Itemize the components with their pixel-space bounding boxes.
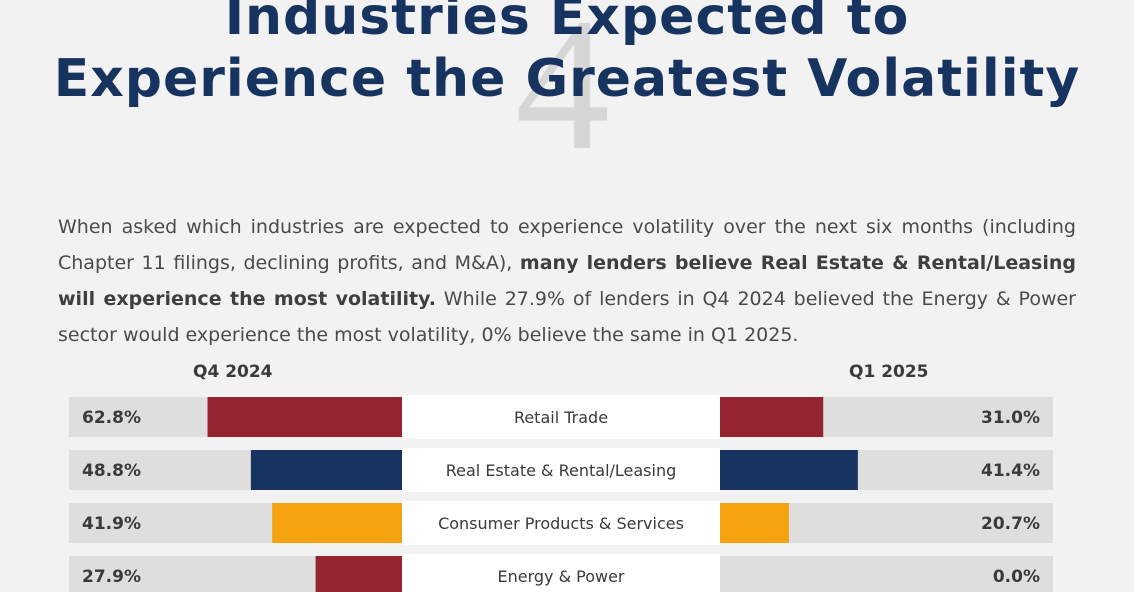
category-box-2	[402, 501, 720, 545]
category-box-1	[402, 448, 720, 492]
right-series-header: Q1 2025	[849, 362, 929, 382]
value-label-q4-2: 41.9%	[82, 514, 141, 534]
bar-q4-3	[315, 556, 402, 592]
intro-text-2: While 27.9% of lenders in Q4 2024 believ…	[58, 288, 1076, 346]
page-title: Industries Expected to Experience the Gr…	[0, 0, 1134, 110]
bar-q1-2	[720, 503, 789, 543]
title-line-2: Experience the Greatest Volatility	[53, 49, 1081, 109]
value-label-q1-2: 20.7%	[981, 514, 1040, 534]
category-label-3: Energy & Power	[497, 567, 624, 586]
category-box-0	[402, 395, 720, 439]
intro-text-1: When asked which industries are expected…	[58, 216, 1076, 274]
value-label-q4-3: 27.9%	[82, 567, 141, 587]
bar-q4-0	[207, 397, 402, 437]
category-label-0: Retail Trade	[514, 408, 608, 427]
value-label-q1-1: 41.4%	[981, 461, 1040, 481]
title-line-1: Industries Expected to	[224, 0, 910, 47]
bar-q4-2	[272, 503, 402, 543]
watermark-number: 4	[515, 0, 610, 190]
bar-q1-1	[720, 450, 858, 490]
category-label-1: Real Estate & Rental/Leasing	[446, 461, 677, 480]
category-label-2: Consumer Products & Services	[438, 514, 684, 533]
left-series-header: Q4 2024	[193, 362, 273, 382]
bar-q4-1	[250, 450, 402, 490]
value-label-q1-3: 0.0%	[993, 567, 1040, 587]
value-label-q4-0: 62.8%	[82, 408, 141, 428]
bar-q1-0	[720, 397, 824, 437]
intro-bold-text: many lenders believe Real Estate & Renta…	[58, 252, 1076, 310]
value-label-q1-0: 31.0%	[981, 408, 1040, 428]
category-box-3	[402, 554, 720, 592]
intro-paragraph: When asked which industries are expected…	[58, 209, 1076, 353]
right-track-3	[720, 556, 1053, 592]
value-label-q4-1: 48.8%	[82, 461, 141, 481]
